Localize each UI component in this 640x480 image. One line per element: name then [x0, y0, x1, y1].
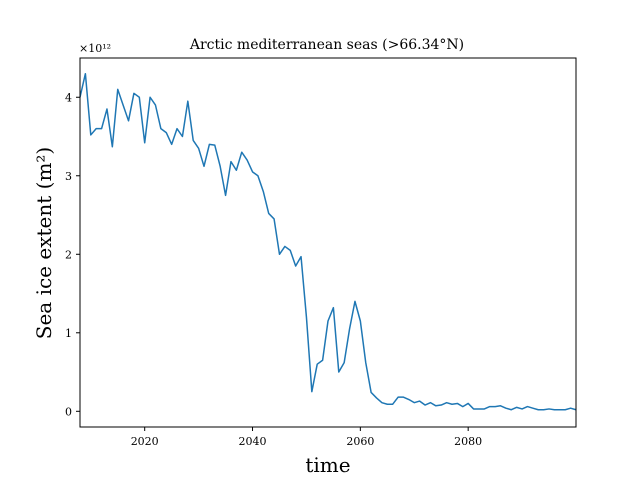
- y-tick-label: 1: [65, 327, 72, 340]
- y-axis: 0 1 2 3 4: [65, 91, 80, 418]
- y-axis-label: Sea ice extent (m²): [32, 147, 56, 339]
- x-tick-label: 2080: [454, 435, 482, 448]
- series-line-0: [79, 72, 577, 411]
- y-axis-multiplier: ×10¹²: [79, 42, 111, 55]
- x-tick-label: 2040: [239, 435, 267, 448]
- y-tick-label: 0: [65, 405, 72, 418]
- x-axis: 2020 2040 2060 2080: [131, 427, 482, 448]
- y-tick-label: 2: [65, 248, 72, 261]
- chart-title: Arctic mediterranean seas (>66.34°N): [189, 37, 464, 53]
- y-tick-label: 4: [65, 91, 72, 104]
- plot-area: [79, 72, 577, 411]
- x-tick-label: 2060: [346, 435, 374, 448]
- x-axis-label: time: [305, 453, 350, 477]
- x-tick-label: 2020: [131, 435, 159, 448]
- plot-frame: [79, 57, 577, 428]
- y-tick-label: 3: [65, 170, 72, 183]
